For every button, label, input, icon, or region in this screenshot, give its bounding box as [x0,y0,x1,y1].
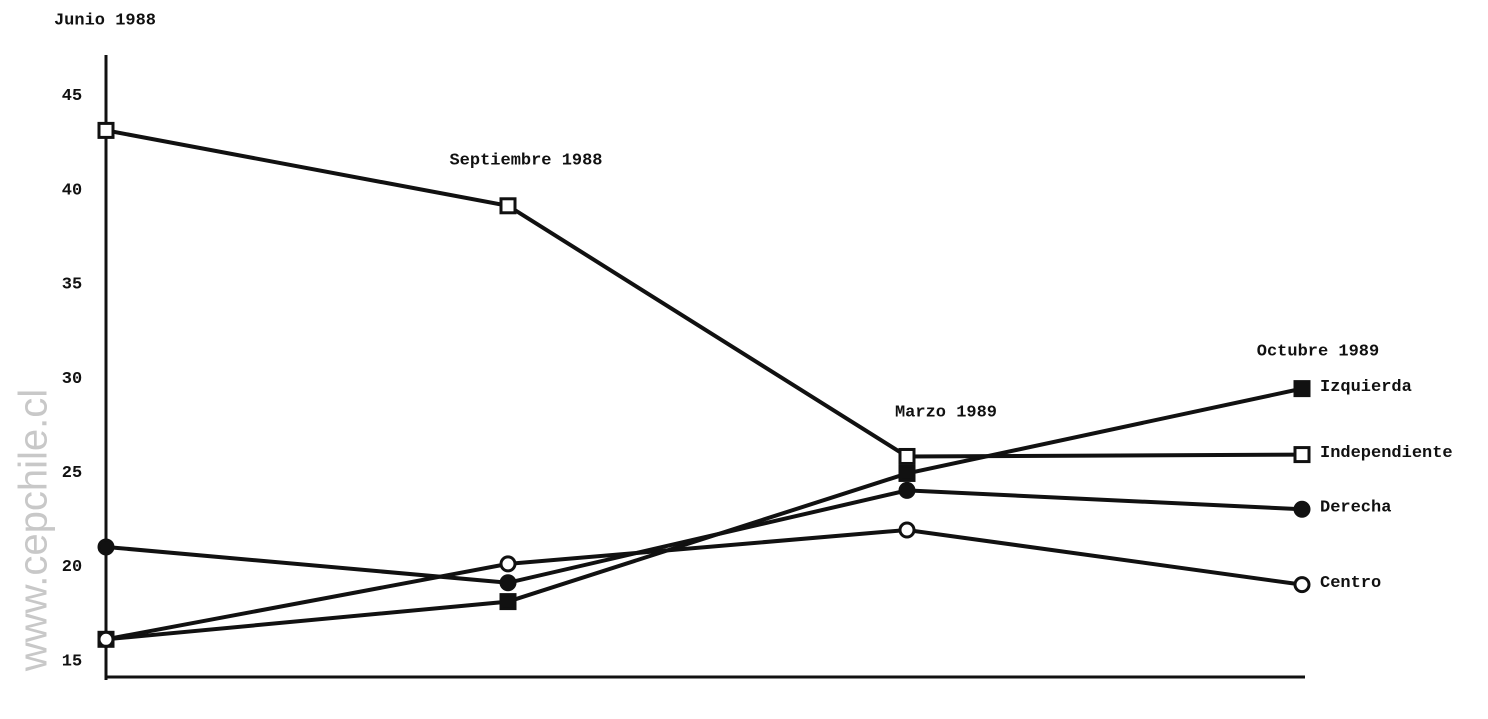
legend-label: Independiente [1320,444,1453,463]
y-tick-label: 15 [62,652,82,671]
marker [499,555,517,573]
marker [898,447,916,465]
y-tick-label: 35 [62,276,82,295]
category-label: Octubre 1989 [1257,342,1379,361]
marker [1293,500,1311,518]
series-line [105,386,1303,642]
marker [97,121,115,139]
marker [499,197,517,215]
y-tick-label: 40 [62,181,82,200]
marker [898,481,916,499]
marker [1293,380,1311,398]
marker [898,464,916,482]
marker [97,630,115,648]
category-label: Marzo 1989 [895,403,997,422]
y-tick-label: 25 [62,464,82,483]
legend-label: Centro [1320,574,1381,593]
marker [898,521,916,539]
y-tick-label: 20 [62,558,82,577]
category-label: Septiembre 1988 [449,151,602,170]
marker [1293,576,1311,594]
series-line [105,488,1303,585]
series-line [105,128,1303,459]
y-tick-label: 30 [62,370,82,389]
series-line [105,527,1303,642]
y-tick-label: 45 [62,87,82,106]
marker [499,593,517,611]
legend-label: Derecha [1320,499,1391,518]
marker [499,574,517,592]
marker [1293,446,1311,464]
category-label: Junio 1988 [54,11,156,30]
watermark: www.cepchile.cl [12,389,56,672]
legend-label: Izquierda [1320,378,1412,397]
marker [97,538,115,556]
